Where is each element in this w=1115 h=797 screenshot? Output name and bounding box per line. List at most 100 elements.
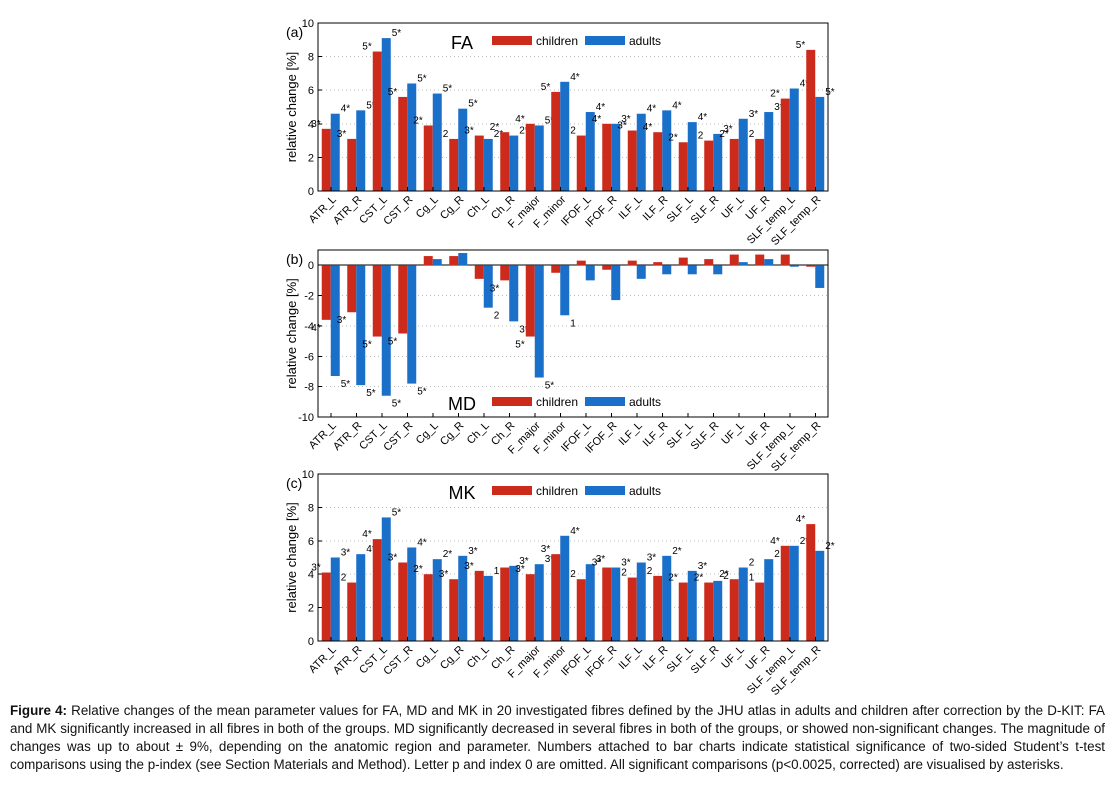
significance-label: 3* bbox=[621, 114, 631, 125]
significance-label: 4* bbox=[570, 72, 580, 83]
bar-children bbox=[627, 260, 637, 266]
category-label: Cg_R bbox=[438, 644, 466, 672]
bar-adults bbox=[738, 567, 748, 641]
significance-label: 4* bbox=[362, 529, 372, 540]
significance-label: 2* bbox=[719, 129, 729, 140]
y-tick-label: 0 bbox=[308, 260, 314, 272]
plot-frame bbox=[317, 22, 829, 192]
bar-adults bbox=[687, 122, 697, 191]
significance-label: 5* bbox=[545, 115, 555, 126]
panel-fa: 02468103*4*ATR_L3*5*ATR_R5*5*CST_L5*5*CS… bbox=[284, 18, 835, 248]
bar-adults bbox=[662, 555, 672, 641]
category-label: CST_R bbox=[381, 644, 415, 678]
bar-children bbox=[627, 130, 637, 191]
y-tick-label: 0 bbox=[308, 636, 314, 648]
bar-adults bbox=[662, 110, 672, 191]
bar-adults bbox=[483, 138, 493, 191]
category-label: CST_R bbox=[381, 420, 415, 454]
significance-label: 2* bbox=[668, 132, 678, 143]
legend-label-adults: adults bbox=[629, 34, 661, 48]
significance-label: 5* bbox=[341, 379, 351, 390]
bar-children bbox=[729, 254, 739, 266]
significance-label: 3* bbox=[519, 556, 529, 567]
bar-adults bbox=[713, 580, 723, 641]
bar-adults bbox=[432, 559, 442, 641]
bar-children bbox=[372, 265, 382, 337]
legend-swatch-adults bbox=[585, 486, 625, 495]
significance-label: 1 bbox=[570, 318, 576, 329]
bar-children bbox=[398, 96, 408, 191]
bar-adults bbox=[713, 265, 723, 275]
bar-children bbox=[678, 142, 688, 191]
category-label: Cg_L bbox=[414, 644, 441, 671]
significance-label: 5* bbox=[388, 87, 398, 98]
significance-label: 4* bbox=[515, 114, 525, 125]
bar-adults bbox=[356, 265, 366, 386]
category-label: Cg_R bbox=[438, 420, 466, 448]
bar-adults bbox=[611, 567, 621, 641]
significance-label: 5* bbox=[417, 387, 427, 398]
panel-title: MK bbox=[449, 483, 476, 503]
significance-label: 2 bbox=[698, 131, 704, 142]
category-label: Cg_R bbox=[438, 194, 466, 222]
significance-label: 5* bbox=[366, 100, 376, 111]
bar-adults bbox=[713, 133, 723, 191]
bar-children bbox=[500, 567, 510, 641]
bar-adults bbox=[560, 81, 570, 191]
significance-label: 2 bbox=[723, 571, 729, 582]
legend-swatch-children bbox=[492, 397, 532, 406]
bar-children bbox=[347, 582, 357, 641]
significance-label: 3* bbox=[592, 558, 602, 569]
significance-label: 2 bbox=[749, 129, 755, 140]
panel-title: MD bbox=[448, 394, 476, 414]
bar-children bbox=[321, 128, 331, 191]
bar-children bbox=[321, 572, 331, 641]
significance-label: 5* bbox=[417, 73, 427, 84]
significance-label: 2* bbox=[672, 546, 682, 557]
significance-label: 5* bbox=[392, 399, 402, 410]
panel-label: (b) bbox=[286, 251, 303, 267]
bar-adults bbox=[509, 565, 519, 641]
significance-label: 4* bbox=[647, 104, 657, 115]
bar-children bbox=[678, 257, 688, 266]
bar-children bbox=[551, 91, 561, 191]
bar-children bbox=[525, 574, 535, 641]
bar-children bbox=[500, 265, 510, 281]
bar-children bbox=[806, 524, 816, 641]
significance-label: 3* bbox=[541, 544, 551, 555]
y-tick-label: 0 bbox=[308, 186, 314, 198]
y-tick-label: 6 bbox=[308, 536, 314, 548]
significance-label: 2 bbox=[621, 568, 627, 579]
significance-label: 3* bbox=[388, 553, 398, 564]
y-tick-label: 10 bbox=[302, 469, 314, 481]
bar-adults bbox=[738, 118, 748, 191]
significance-label: 2* bbox=[770, 89, 780, 100]
category-label: SLF_R bbox=[689, 194, 722, 227]
bar-children bbox=[347, 138, 357, 191]
bar-adults bbox=[381, 265, 391, 396]
bar-adults bbox=[381, 517, 391, 641]
category-label: Ch_L bbox=[465, 644, 492, 671]
significance-label: 3* bbox=[698, 561, 708, 572]
bar-children bbox=[806, 265, 816, 267]
y-tick-label: -10 bbox=[298, 412, 314, 424]
significance-label: 2 bbox=[774, 549, 780, 560]
bar-children bbox=[780, 545, 790, 641]
legend-label-adults: adults bbox=[629, 484, 661, 498]
significance-label: 1 bbox=[749, 573, 755, 584]
bar-adults bbox=[534, 125, 544, 191]
significance-label: 5* bbox=[541, 82, 551, 93]
bar-adults bbox=[636, 265, 646, 279]
bar-children bbox=[551, 265, 561, 273]
significance-label: 2* bbox=[800, 536, 810, 547]
significance-label: 4* bbox=[366, 544, 376, 555]
bar-children bbox=[500, 132, 510, 191]
bar-children bbox=[474, 265, 484, 279]
category-label: SLF_R bbox=[689, 644, 722, 677]
category-label: Ch_L bbox=[465, 420, 492, 447]
bar-children bbox=[755, 254, 765, 266]
bar-adults bbox=[534, 265, 544, 378]
significance-label: 4* bbox=[770, 536, 780, 547]
bar-children bbox=[602, 123, 612, 191]
bar-children bbox=[704, 582, 714, 641]
